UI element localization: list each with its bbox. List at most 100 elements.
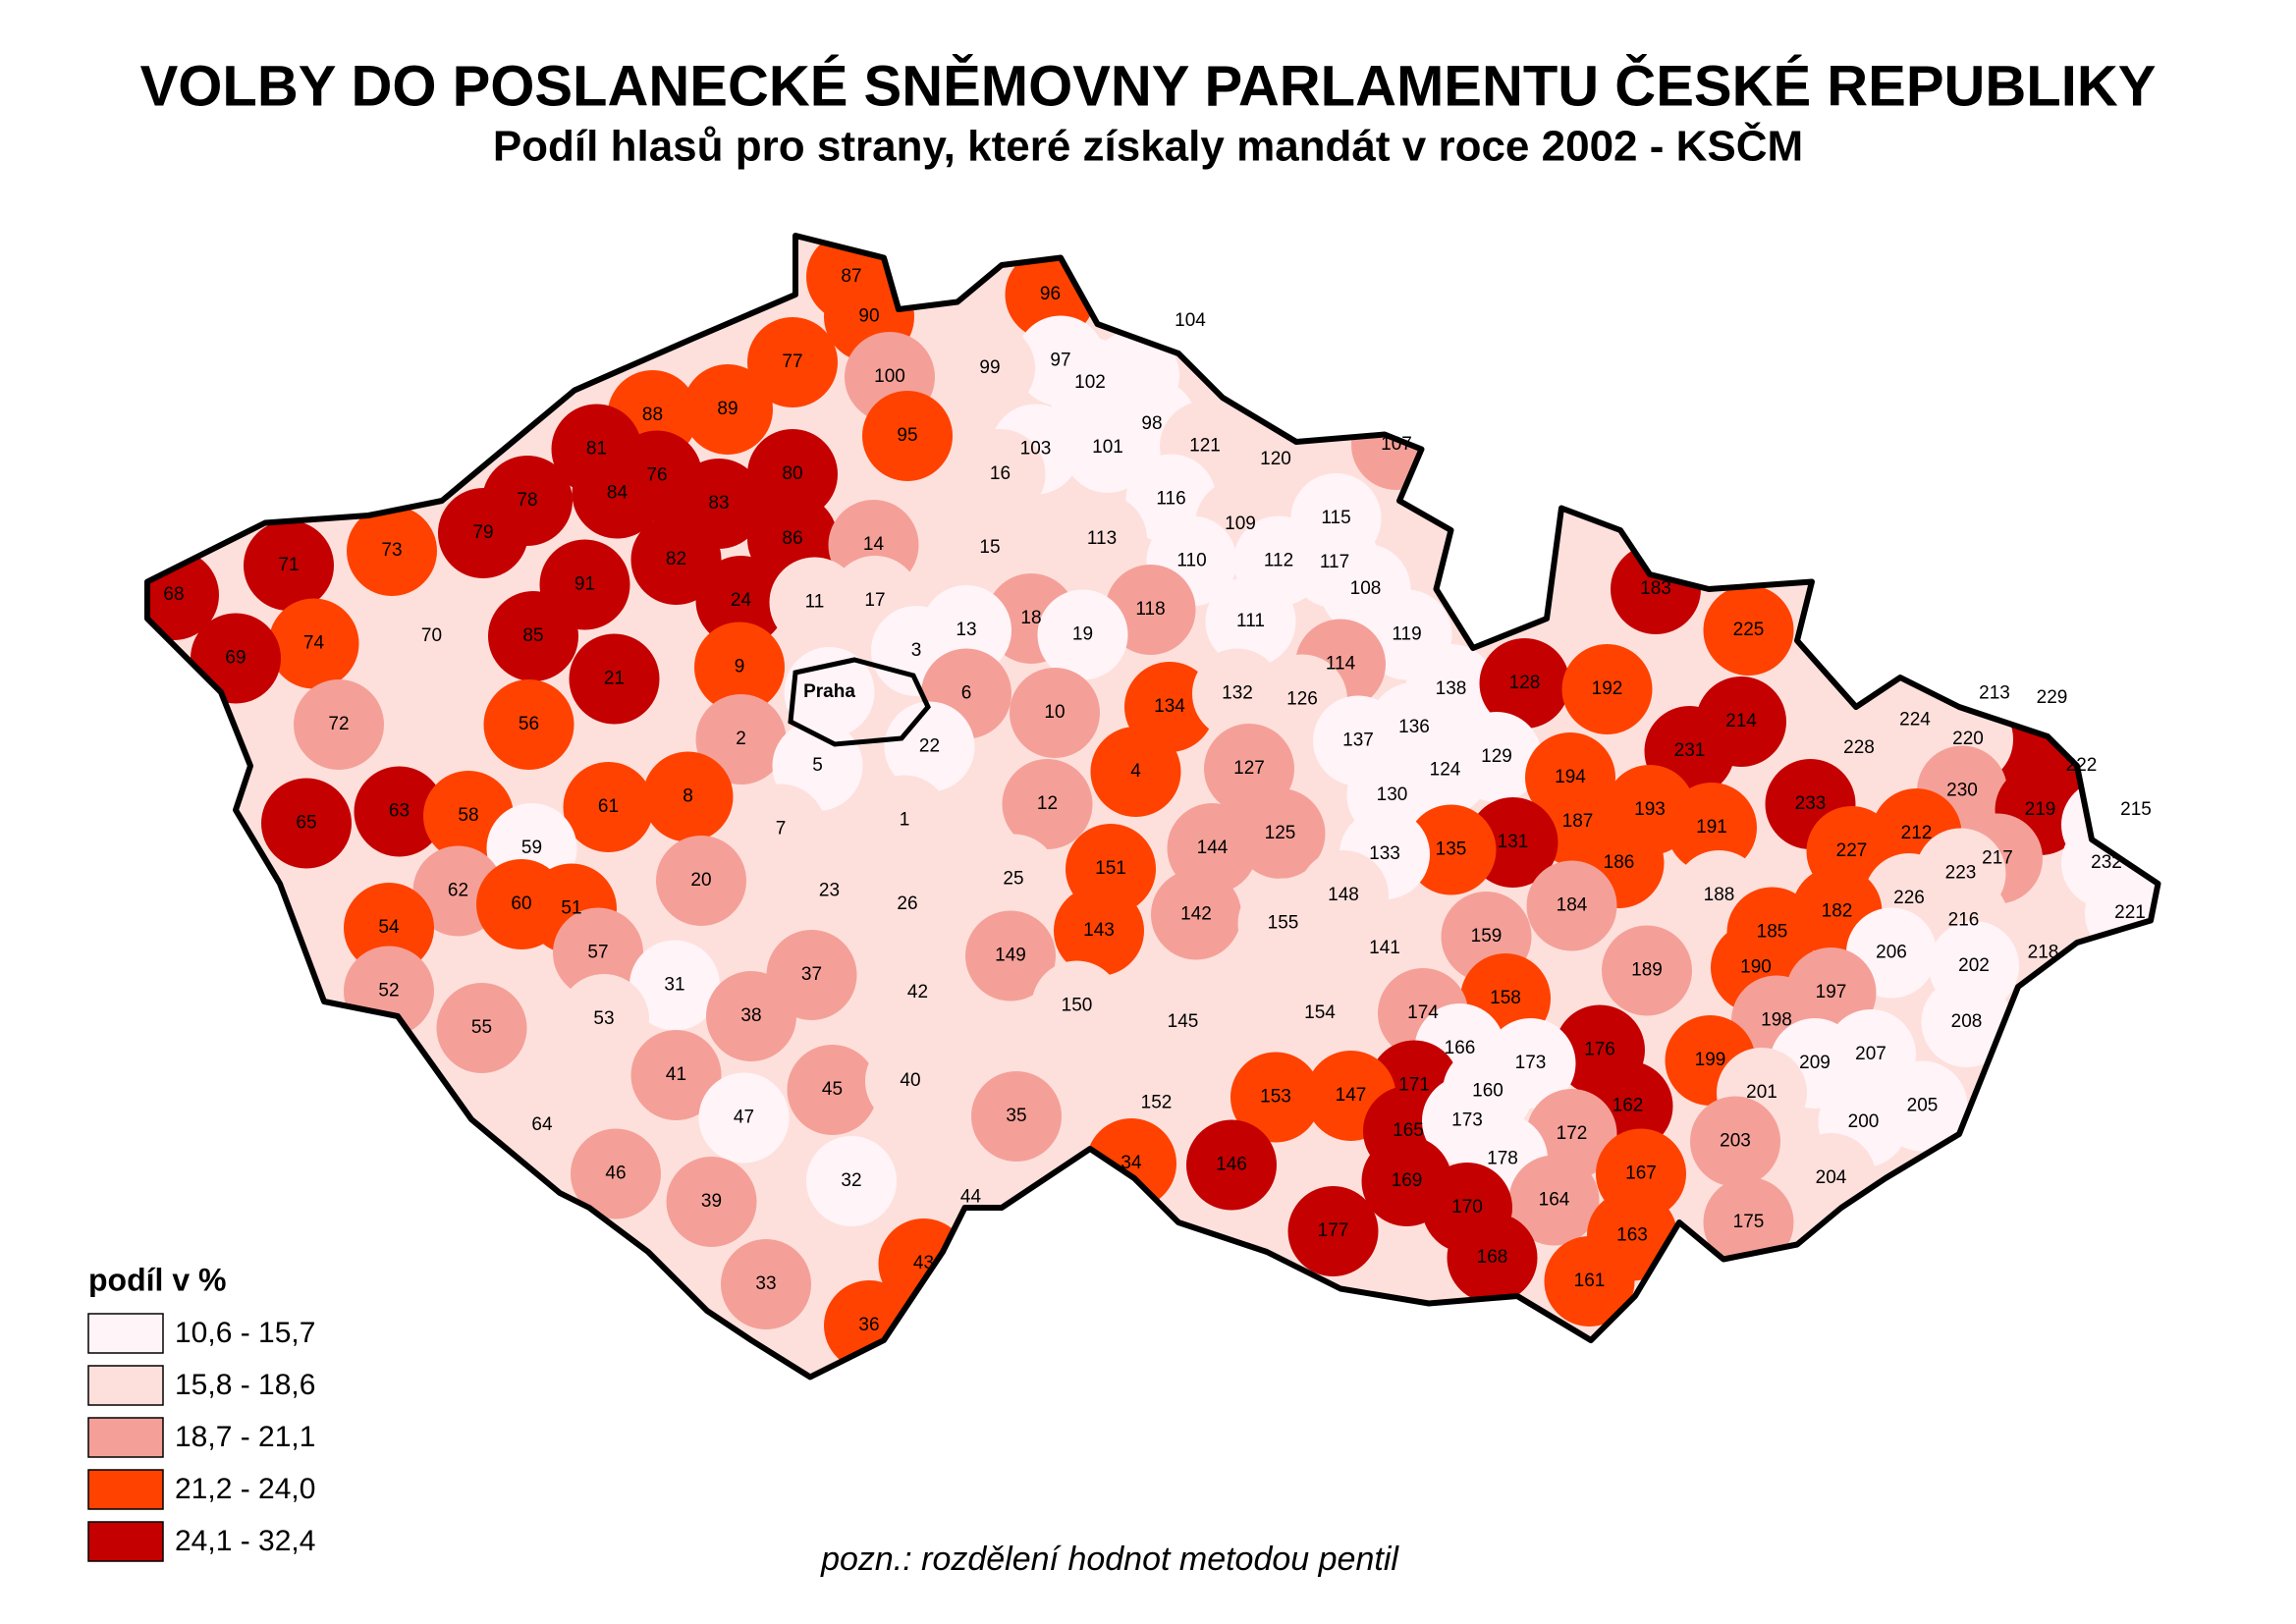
district-label: 10 bbox=[1044, 702, 1065, 723]
district-label: 209 bbox=[1799, 1053, 1831, 1073]
legend-label: 18,7 - 21,1 bbox=[175, 1421, 315, 1453]
district-label: 125 bbox=[1265, 823, 1296, 843]
district-label: 71 bbox=[278, 555, 299, 575]
legend-label: 21,2 - 24,0 bbox=[175, 1473, 315, 1505]
district-label: 152 bbox=[1141, 1093, 1173, 1113]
district-label: 17 bbox=[864, 590, 885, 611]
district-label: 164 bbox=[1539, 1190, 1570, 1211]
district-label: 144 bbox=[1197, 838, 1229, 858]
district-label: 150 bbox=[1062, 996, 1093, 1016]
district-label: 145 bbox=[1168, 1011, 1199, 1032]
district-label: 37 bbox=[801, 964, 822, 985]
district-label: 220 bbox=[1952, 729, 1984, 749]
district-area bbox=[1192, 648, 1283, 739]
district-label: 112 bbox=[1264, 551, 1293, 571]
district-label: 99 bbox=[979, 357, 1000, 378]
district-label: 203 bbox=[1720, 1131, 1751, 1152]
district-area bbox=[945, 503, 1035, 593]
district-label: 173 bbox=[1451, 1110, 1483, 1131]
district-area bbox=[261, 778, 352, 869]
legend-swatch bbox=[87, 1469, 164, 1510]
district-label: 204 bbox=[1816, 1167, 1847, 1188]
district-label: 148 bbox=[1328, 885, 1359, 905]
district-label: 178 bbox=[1487, 1149, 1518, 1169]
district-label: 13 bbox=[956, 620, 976, 640]
district-label: 16 bbox=[990, 463, 1011, 484]
district-label: 146 bbox=[1216, 1155, 1247, 1175]
legend-label: 15,8 - 18,6 bbox=[175, 1369, 315, 1401]
district-label: 120 bbox=[1260, 449, 1291, 469]
district-label: 38 bbox=[740, 1005, 761, 1026]
district-label: 18 bbox=[1020, 608, 1041, 628]
district-label: 73 bbox=[381, 540, 402, 561]
district-label: 174 bbox=[1407, 1002, 1439, 1023]
district-label: 35 bbox=[1006, 1106, 1026, 1126]
country-border bbox=[144, 233, 2161, 1380]
district-area bbox=[694, 622, 785, 713]
district-label: 25 bbox=[1003, 869, 1023, 890]
district-area bbox=[806, 1136, 897, 1226]
district-area bbox=[698, 1072, 790, 1164]
district-label: 70 bbox=[421, 625, 442, 646]
district-label: 219 bbox=[2025, 799, 2056, 820]
district-label: 168 bbox=[1477, 1247, 1508, 1268]
district-label: 81 bbox=[586, 439, 607, 460]
district-label: 135 bbox=[1436, 839, 1467, 860]
district-area bbox=[630, 1030, 722, 1120]
district-label: 57 bbox=[587, 943, 608, 963]
district-area bbox=[787, 1045, 878, 1135]
district-label: 149 bbox=[995, 946, 1026, 966]
legend-label: 10,6 - 15,7 bbox=[175, 1317, 315, 1349]
district-area bbox=[862, 391, 953, 481]
district-label: 143 bbox=[1083, 920, 1115, 941]
district-label: 193 bbox=[1634, 799, 1666, 820]
district-label: 45 bbox=[822, 1079, 843, 1100]
district-label: 63 bbox=[389, 801, 410, 822]
district-area bbox=[1526, 860, 1617, 951]
district-label: 80 bbox=[782, 463, 802, 484]
district-label: 78 bbox=[517, 490, 537, 511]
district-label: 98 bbox=[1141, 413, 1162, 434]
district-label: 153 bbox=[1260, 1087, 1291, 1108]
district-label: 228 bbox=[1843, 737, 1875, 758]
district-label: 118 bbox=[1135, 599, 1165, 620]
legend-title: podíl v % bbox=[88, 1262, 226, 1297]
district-area bbox=[1230, 1052, 1321, 1143]
district-label: 165 bbox=[1393, 1120, 1424, 1141]
district-area bbox=[1151, 869, 1241, 960]
district-label: 15 bbox=[979, 537, 1000, 558]
district-area bbox=[666, 1157, 757, 1247]
district-label: 216 bbox=[1948, 910, 1980, 931]
district-label: 176 bbox=[1584, 1040, 1615, 1060]
district-label: 107 bbox=[1381, 434, 1412, 455]
district-label: 212 bbox=[1901, 823, 1933, 843]
district-area bbox=[1667, 783, 1757, 873]
district-areas bbox=[147, 236, 2159, 1371]
district-label: 40 bbox=[900, 1070, 920, 1091]
district-label: 142 bbox=[1180, 904, 1212, 925]
district-label: 154 bbox=[1304, 1002, 1336, 1023]
district-area bbox=[1690, 1096, 1780, 1187]
district-area bbox=[1010, 668, 1100, 758]
district-area bbox=[630, 514, 722, 605]
district-area bbox=[1054, 886, 1144, 976]
district-label: 166 bbox=[1445, 1038, 1476, 1058]
district-label: 233 bbox=[1795, 793, 1827, 814]
district-label: 43 bbox=[913, 1253, 934, 1273]
district-label: 32 bbox=[841, 1170, 861, 1191]
district-label: 55 bbox=[471, 1017, 492, 1038]
district-label: 58 bbox=[458, 805, 478, 826]
district-area bbox=[736, 784, 826, 875]
praha-border bbox=[788, 657, 931, 747]
district-area bbox=[497, 1080, 587, 1170]
map-subtitle: Podíl hlasů pro strany, které získaly ma… bbox=[493, 121, 1803, 171]
district-label: 1 bbox=[900, 810, 910, 831]
district-area bbox=[1508, 1155, 1600, 1246]
district-label: 231 bbox=[1674, 740, 1706, 761]
district-label: 232 bbox=[2091, 852, 2122, 873]
district-label: 136 bbox=[1398, 717, 1430, 737]
district-area bbox=[965, 910, 1056, 1001]
district-area bbox=[656, 836, 746, 926]
